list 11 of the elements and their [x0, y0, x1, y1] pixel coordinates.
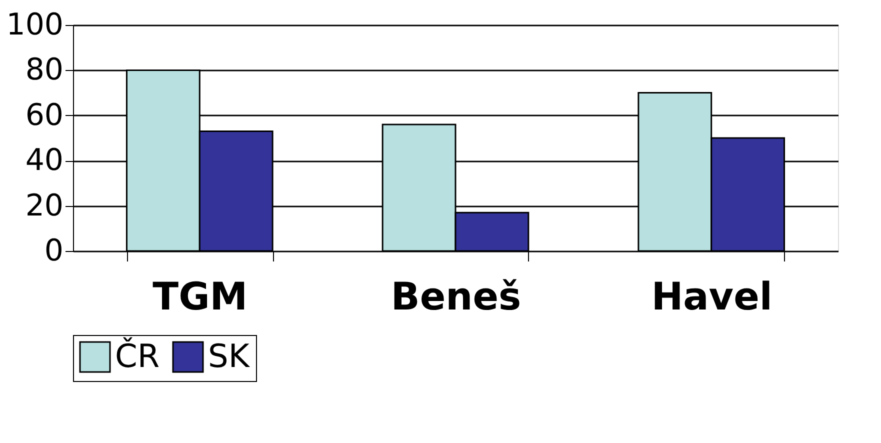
y-tick-label: 40	[25, 143, 64, 178]
y-tick-label: 100	[6, 8, 64, 42]
y-tick-label: 80	[25, 52, 64, 88]
y-tick-label: 20	[25, 188, 64, 224]
x-tick-label: Havel	[651, 274, 772, 318]
legend-label: ČR	[115, 337, 160, 375]
y-tick-label: 0	[44, 234, 64, 268]
x-tick-label: Beneš	[390, 274, 522, 318]
legend-label: SK	[208, 337, 250, 375]
y-tick-label: 60	[25, 98, 64, 133]
x-tick-label: TGM	[152, 274, 248, 318]
